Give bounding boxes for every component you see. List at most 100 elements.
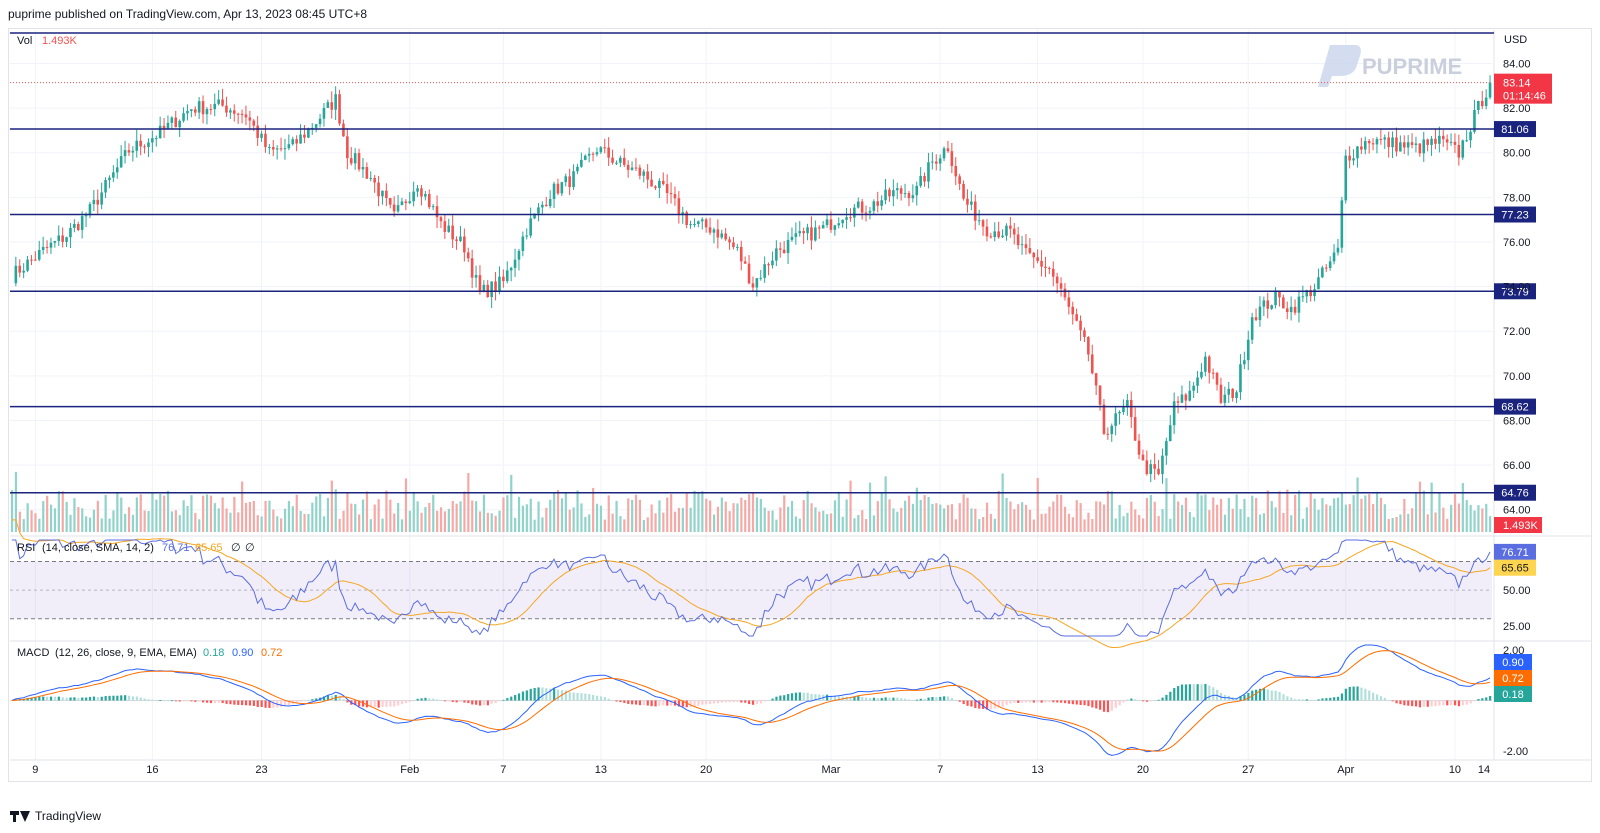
volume-bar: [22, 519, 25, 532]
volume-bar: [1005, 497, 1008, 532]
volume-bar: [108, 518, 111, 532]
candle-body: [1305, 290, 1309, 297]
volume-bar: [1243, 498, 1246, 532]
macd-histogram-bar: [57, 696, 60, 701]
volume-bar: [1212, 497, 1215, 532]
volume-bar: [494, 515, 497, 532]
volume-bar: [369, 519, 372, 532]
macd-histogram-bar: [818, 694, 821, 701]
macd-histogram-bar: [814, 694, 817, 701]
volume-bar: [69, 514, 72, 532]
volume-bar: [1313, 498, 1316, 532]
macd-histogram-bar: [845, 696, 848, 701]
candle-body: [1016, 234, 1020, 246]
macd-histogram-bar: [775, 696, 778, 701]
macd-histogram-bar: [420, 698, 423, 701]
candle-body: [931, 161, 934, 163]
candle-body: [1332, 252, 1336, 262]
candle-body: [755, 278, 759, 288]
macd-histogram-bar: [147, 699, 150, 701]
volume-bar: [1356, 477, 1359, 532]
volume-bar: [966, 497, 969, 532]
rsi-value-badge: [1494, 543, 1536, 560]
candle-body: [669, 193, 673, 195]
price-axis[interactable]: 84.00 82.00 80.00 78.00 76.00 74.00 72.00 70.00…: [1494, 58, 1552, 533]
volume-bar: [131, 514, 135, 532]
volume-bar: [1473, 510, 1476, 532]
candle-body: [131, 150, 135, 153]
candle-body: [1375, 138, 1379, 145]
macd-histogram-bar: [927, 697, 930, 701]
chart-frame[interactable]: [8, 28, 1592, 782]
volume-bar: [845, 499, 848, 532]
candle-body: [490, 281, 493, 298]
candle-body: [513, 259, 517, 268]
candle-body: [1434, 138, 1437, 144]
volume-bar: [1204, 494, 1207, 532]
candle-body: [447, 225, 451, 232]
macd-histogram-bar: [553, 688, 556, 701]
candle-body: [849, 217, 852, 219]
tradingview-footer[interactable]: TradingView: [10, 809, 101, 823]
candle-body: [135, 140, 139, 151]
volume-bar: [116, 492, 119, 532]
volume-bar: [436, 510, 439, 532]
candle-body: [775, 248, 778, 261]
macd-histogram-bar: [1122, 700, 1125, 703]
volume-bar: [49, 504, 53, 532]
support-resistance-levels[interactable]: 81.06 77.23 73.79 68.62 64.76: [10, 32, 1536, 501]
time-axis[interactable]: 9 16 23 Feb 7 13 20 Mar 7 13 20 27 Apr 10 14: [32, 764, 1490, 776]
macd-histogram-bar: [517, 693, 521, 701]
price-tick-label: 84.00: [1503, 58, 1531, 70]
candle-body: [1024, 244, 1028, 249]
macd-histogram-bar: [1001, 700, 1004, 707]
macd-histogram-bar: [1321, 698, 1324, 701]
candle-body: [829, 219, 833, 230]
candle-body: [767, 264, 770, 266]
candle-body: [1204, 356, 1207, 372]
macd-histogram-bar: [498, 700, 501, 702]
volume-bar: [958, 503, 961, 532]
macd-histogram-bar: [697, 700, 700, 706]
candle-body: [268, 147, 271, 149]
candle-body: [802, 231, 805, 234]
candle-body: [1406, 142, 1410, 148]
candle-body: [225, 105, 228, 113]
volume-bar: [580, 503, 583, 532]
macd-histogram-bar: [720, 700, 723, 703]
candle-body: [1102, 404, 1106, 434]
candle-body: [884, 189, 887, 201]
volume-bar: [1348, 503, 1351, 532]
macd-histogram-bar: [728, 700, 731, 703]
candle-body: [743, 261, 747, 264]
macd-histogram-bar: [568, 692, 571, 701]
macd-pane[interactable]: 2.00-2.000.900.720.18: [10, 644, 1532, 758]
volume-bar: [697, 491, 700, 532]
volume-bar: [564, 493, 567, 532]
volume-bar: [248, 501, 252, 532]
candle-body: [166, 122, 170, 129]
macd-histogram-bar: [385, 700, 388, 707]
volume-bar: [517, 496, 521, 532]
candle-body: [806, 227, 809, 234]
macd-histogram-bar: [170, 700, 174, 702]
macd-histogram-bar: [443, 700, 447, 702]
rsi-pane[interactable]: 50.00 25.00 76.71 65.65: [10, 519, 1536, 648]
candle-body: [622, 157, 626, 165]
macd-histogram-bar: [1489, 695, 1492, 701]
candle-body: [712, 229, 716, 233]
candle-body: [985, 226, 989, 237]
candle-body: [420, 188, 423, 197]
macd-histogram-bar: [580, 693, 583, 701]
volume-bar: [46, 495, 49, 532]
volume-bar: [96, 500, 99, 532]
macd-histogram-bar: [202, 700, 205, 703]
volume-bar: [833, 500, 837, 532]
volume-bar: [280, 518, 283, 532]
volume-bar: [334, 489, 337, 532]
candle-body: [591, 153, 595, 155]
volume-bar: [638, 499, 642, 532]
candle-body: [938, 158, 942, 164]
macd-value-label: 0.72: [1502, 673, 1523, 685]
